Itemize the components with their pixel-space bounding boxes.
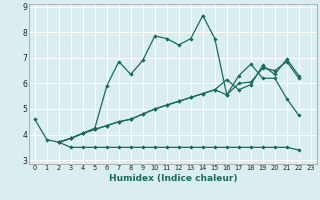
X-axis label: Humidex (Indice chaleur): Humidex (Indice chaleur) [108, 174, 237, 183]
